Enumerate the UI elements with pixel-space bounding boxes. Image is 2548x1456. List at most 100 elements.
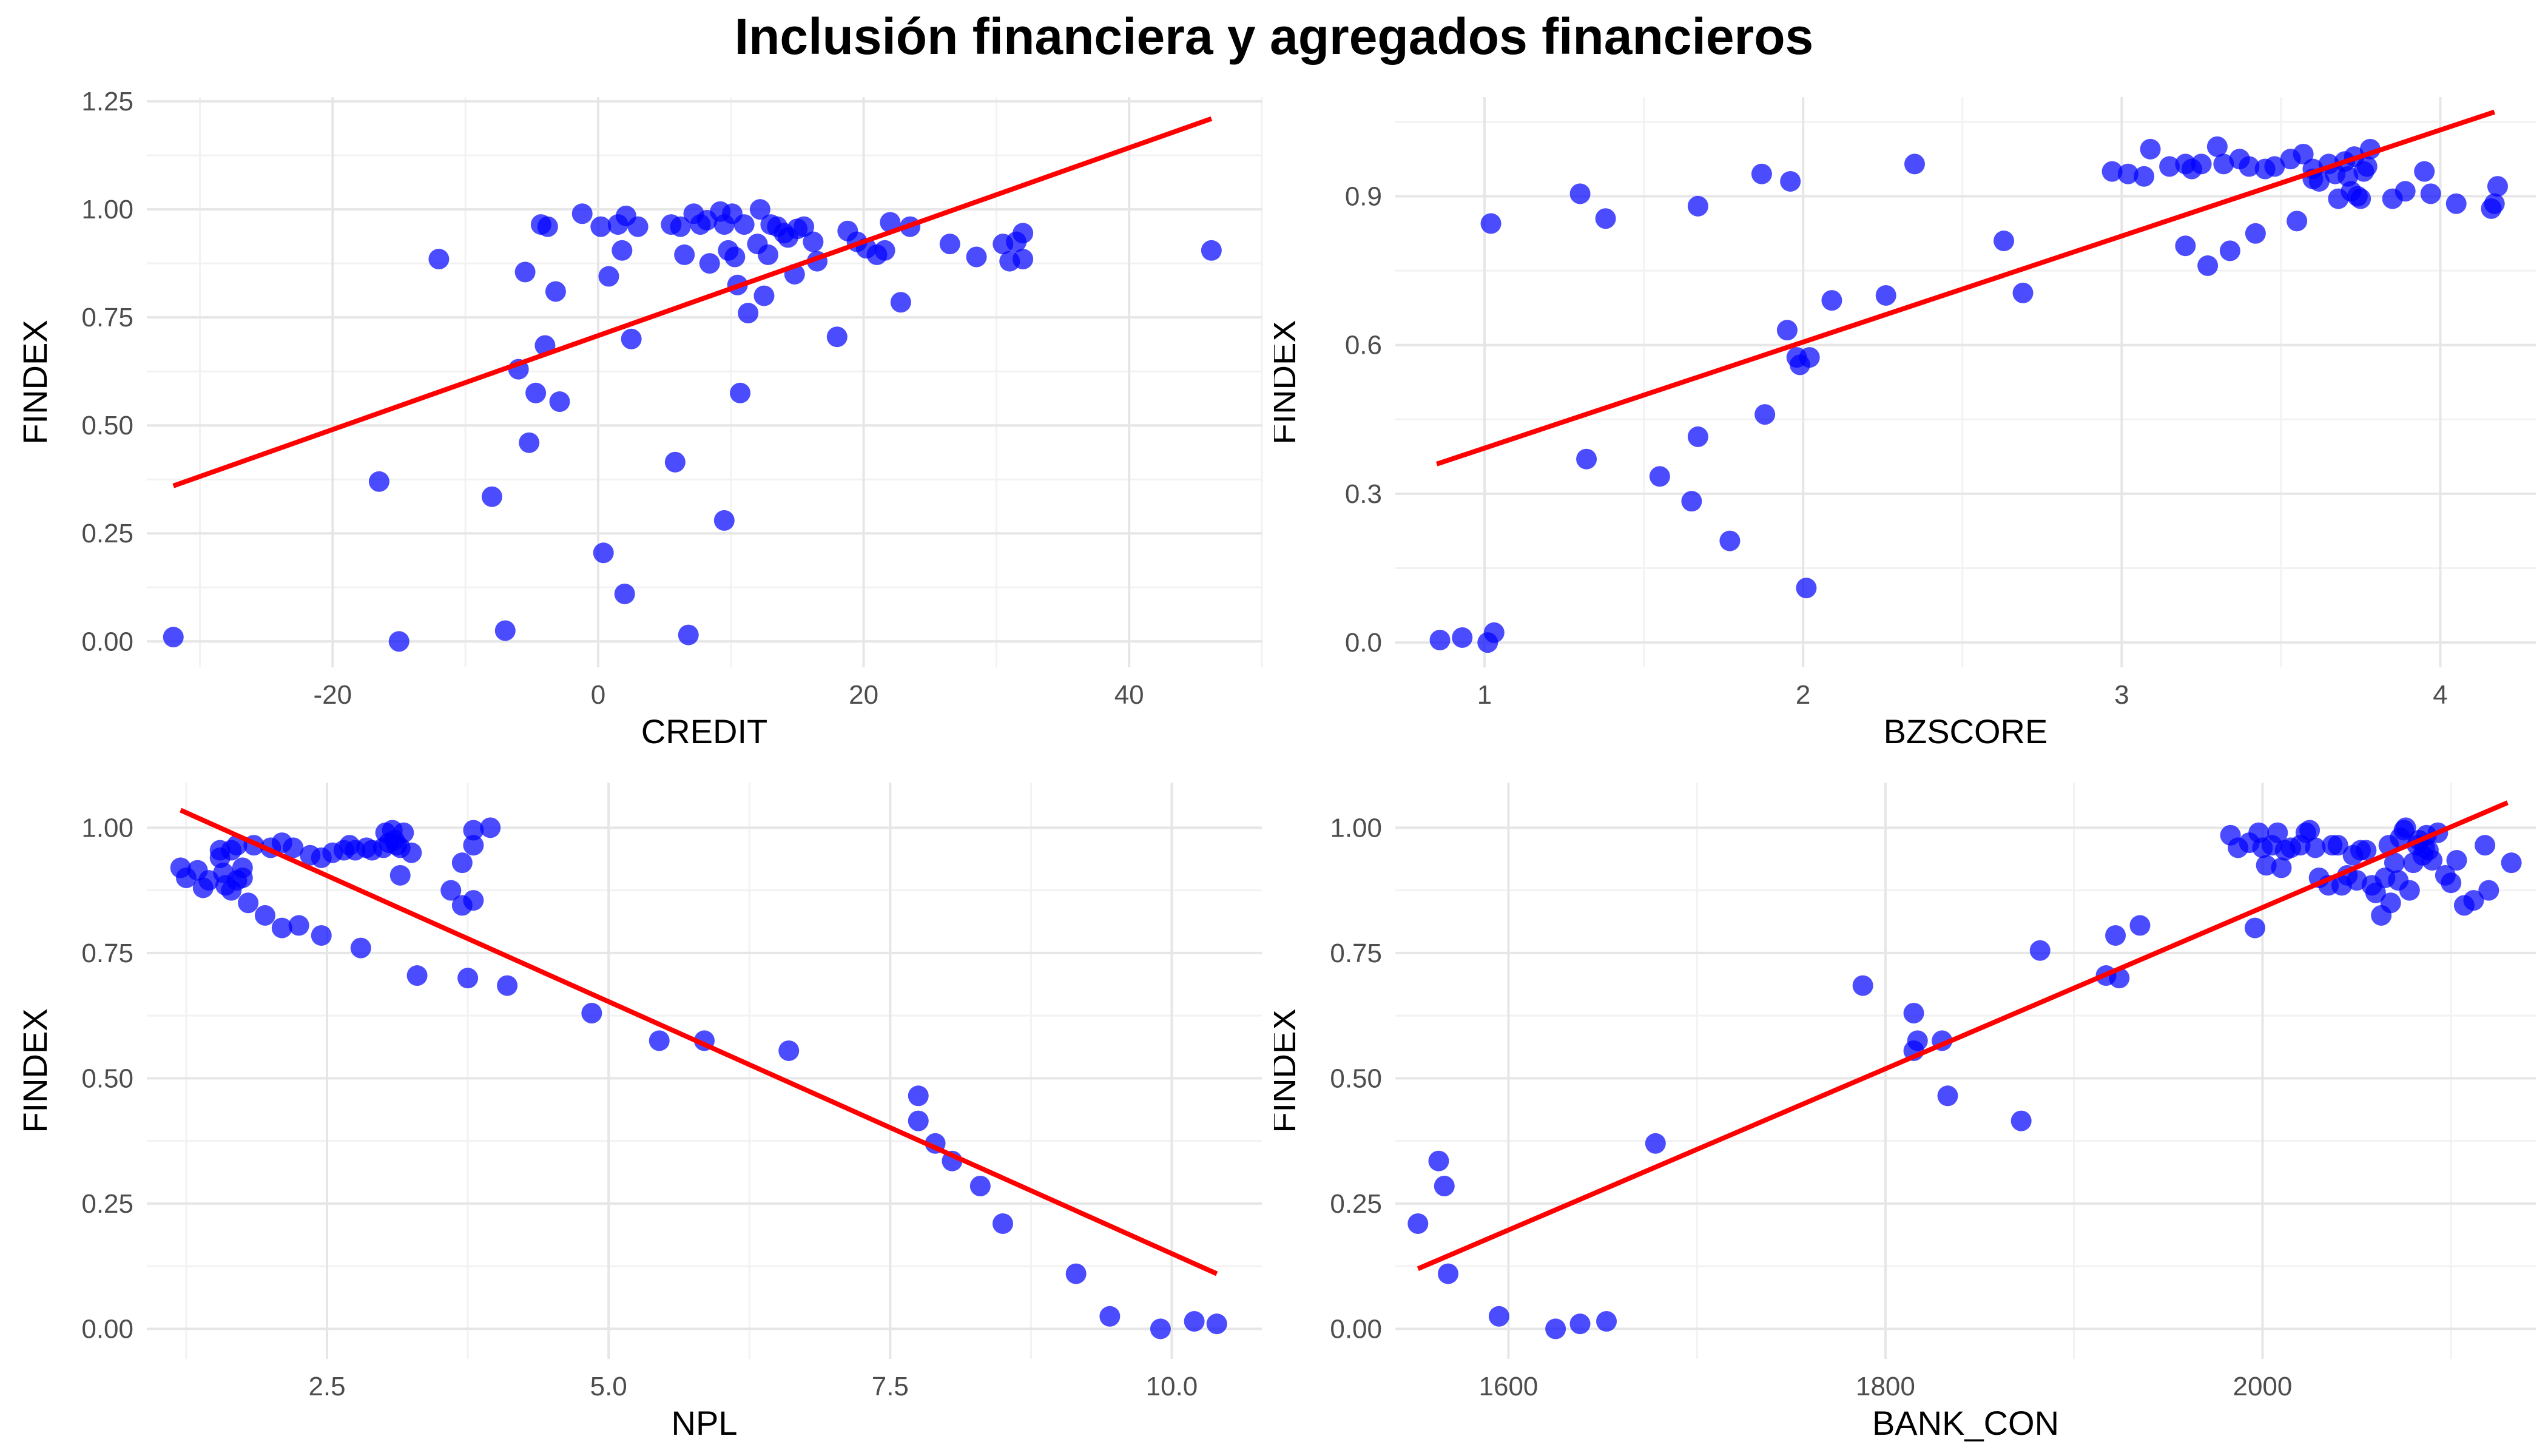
y-tick-label: 0.00 bbox=[1330, 1314, 1382, 1344]
data-point bbox=[254, 905, 275, 926]
data-point bbox=[1099, 1306, 1121, 1327]
data-point bbox=[1013, 249, 1034, 270]
data-point bbox=[908, 1085, 929, 1107]
data-point bbox=[2350, 188, 2371, 209]
scatter-panel-credit: -20 0 20 40 0.00 0.25 0.50 0.75 1.00 1.25 CREDIT FI… bbox=[16, 87, 1263, 750]
data-point bbox=[2244, 917, 2265, 939]
data-point bbox=[2134, 166, 2155, 187]
data-point bbox=[1569, 1313, 1591, 1335]
fit-line bbox=[172, 116, 1213, 488]
data-point bbox=[1201, 240, 1222, 261]
data-point bbox=[2414, 161, 2435, 182]
data-point bbox=[664, 451, 686, 473]
y-axis-label: FINDEX bbox=[16, 320, 54, 444]
x-tick-label: 2.5 bbox=[308, 1372, 345, 1401]
data-point bbox=[1483, 622, 1505, 643]
data-point bbox=[497, 975, 518, 996]
data-point bbox=[519, 432, 540, 453]
x-tick-label: 10.0 bbox=[1146, 1372, 1198, 1401]
data-point bbox=[627, 216, 649, 237]
data-point bbox=[992, 1213, 1013, 1234]
data-point bbox=[1994, 231, 2015, 252]
data-point bbox=[1719, 530, 1741, 551]
data-point bbox=[1937, 1085, 1958, 1107]
data-point bbox=[163, 627, 184, 648]
data-point bbox=[794, 216, 815, 237]
data-point bbox=[2395, 181, 2416, 202]
data-point bbox=[2293, 144, 2314, 164]
data-point bbox=[2365, 882, 2386, 903]
data-point bbox=[713, 510, 735, 531]
data-point bbox=[2175, 235, 2196, 257]
x-tick-label: 4 bbox=[2433, 680, 2447, 710]
data-point bbox=[401, 842, 422, 863]
y-tick-label: 1.25 bbox=[81, 87, 133, 116]
data-point bbox=[1480, 213, 1502, 234]
data-point bbox=[525, 382, 547, 403]
y-axis-label: FINDEX bbox=[1274, 1008, 1303, 1133]
data-point bbox=[238, 892, 259, 914]
data-point bbox=[2140, 138, 2161, 160]
x-tick-label: 0 bbox=[591, 680, 605, 710]
x-axis-label: BZSCORE bbox=[1884, 712, 2048, 750]
chart-title: Inclusión financiera y agregados financi… bbox=[734, 8, 1814, 65]
y-axis-label: FINDEX bbox=[1274, 320, 1303, 444]
data-point bbox=[590, 216, 612, 237]
data-point bbox=[1821, 290, 1842, 311]
data-point bbox=[614, 583, 635, 604]
data-point bbox=[388, 631, 410, 652]
scatter-panel-bzscore: 1 2 3 4 0.0 0.3 0.6 0.9 BZSCORE FINDEX bbox=[1274, 97, 2536, 750]
data-point bbox=[1545, 1318, 1566, 1340]
data-point bbox=[350, 937, 371, 959]
data-point bbox=[730, 382, 751, 403]
y-tick-label: 0.25 bbox=[81, 519, 133, 548]
data-point bbox=[738, 303, 759, 324]
data-point bbox=[1776, 320, 1798, 341]
data-point bbox=[2129, 915, 2151, 936]
fit-line bbox=[1417, 800, 2509, 1271]
data-point bbox=[1904, 153, 1925, 175]
data-point bbox=[733, 214, 755, 235]
x-tick-label: 1600 bbox=[1479, 1372, 1539, 1401]
data-point bbox=[2191, 153, 2212, 175]
data-point bbox=[1595, 208, 1616, 229]
data-point bbox=[2287, 211, 2308, 232]
data-point bbox=[670, 216, 691, 237]
data-point bbox=[2422, 850, 2443, 871]
x-tick-label: 1 bbox=[1477, 680, 1492, 710]
data-point bbox=[2446, 850, 2467, 871]
x-tick-label: 5.0 bbox=[590, 1372, 627, 1401]
data-point bbox=[1184, 1311, 1205, 1332]
data-point bbox=[406, 965, 428, 986]
data-point bbox=[621, 328, 642, 349]
data-point bbox=[758, 244, 779, 265]
data-point bbox=[1488, 1306, 1509, 1327]
y-tick-label: 0.75 bbox=[81, 303, 133, 332]
data-point bbox=[1799, 347, 1820, 368]
y-tick-label: 0.25 bbox=[81, 1189, 133, 1219]
y-tick-label: 0.00 bbox=[81, 1314, 133, 1344]
y-tick-label: 0.75 bbox=[1330, 939, 1382, 968]
data-point bbox=[1434, 1176, 1455, 1196]
data-point bbox=[232, 857, 253, 878]
data-point bbox=[969, 1176, 991, 1196]
data-point bbox=[481, 486, 502, 507]
data-point bbox=[451, 852, 473, 874]
data-point bbox=[1780, 170, 1801, 192]
data-point bbox=[581, 1003, 602, 1023]
data-point bbox=[890, 292, 911, 313]
y-axis-label: FINDEX bbox=[16, 1008, 54, 1133]
data-point bbox=[514, 261, 536, 283]
y-tick-label: 0.9 bbox=[1345, 181, 1382, 211]
data-point bbox=[1907, 1030, 1928, 1051]
data-point bbox=[598, 266, 619, 287]
data-point bbox=[463, 890, 484, 911]
data-point bbox=[753, 285, 775, 306]
data-point bbox=[1569, 183, 1591, 204]
x-tick-label: 1800 bbox=[1856, 1372, 1915, 1401]
y-tick-label: 1.00 bbox=[81, 195, 133, 224]
data-point bbox=[1013, 223, 1034, 244]
data-point bbox=[368, 471, 389, 492]
data-point bbox=[2356, 840, 2377, 861]
data-point bbox=[1754, 404, 1776, 425]
